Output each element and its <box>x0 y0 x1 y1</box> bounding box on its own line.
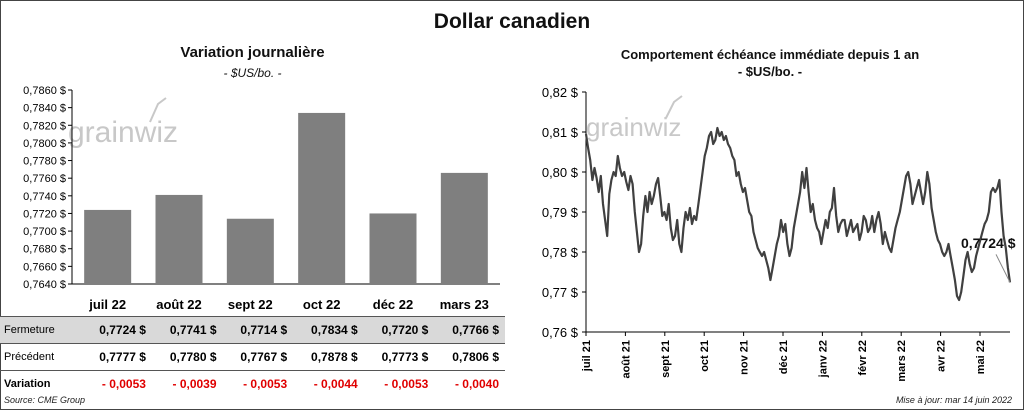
bar <box>369 213 417 284</box>
table-row-fermeture: Fermeture 0,7724 $ 0,7741 $ 0,7714 $ 0,7… <box>0 316 505 344</box>
x-tick-label: oct 22 <box>303 297 341 312</box>
right-chart-unit: - $US/bo. - <box>737 64 803 79</box>
y-tick-label: 0,80 $ <box>542 165 579 180</box>
bar <box>155 194 203 284</box>
bar <box>84 209 132 284</box>
y-tick-label: 0,7820 $ <box>23 120 66 132</box>
y-tick-label: 0,7720 $ <box>23 208 66 220</box>
table-cell: - 0,0044 <box>313 377 358 391</box>
x-tick-label: avr 22 <box>936 340 948 372</box>
x-tick-label: juil 22 <box>88 297 126 312</box>
table-cell: 0,7773 $ <box>363 343 435 371</box>
x-tick-label: août 22 <box>156 297 202 312</box>
x-tick-label: oct 21 <box>699 340 711 372</box>
x-tick-label: août 21 <box>620 340 632 379</box>
values-table: Fermeture 0,7724 $ 0,7741 $ 0,7714 $ 0,7… <box>0 316 505 397</box>
x-tick-label: mars 22 <box>896 340 908 382</box>
page-title: Dollar canadien <box>433 10 591 33</box>
table-cell: 0,7806 $ <box>434 343 505 371</box>
y-tick-label: 0,7700 $ <box>23 226 66 238</box>
table-cell: 0,7766 $ <box>434 316 505 344</box>
table-cell: 0,7720 $ <box>363 316 435 344</box>
table-cell: 0,7724 $ <box>81 316 152 344</box>
updated-note: Mise à jour: mar 14 juin 2022 <box>895 395 1012 405</box>
right-chart-title: Comportement échéance immédiate depuis 1… <box>620 47 920 62</box>
y-tick-label: 0,79 $ <box>542 205 579 220</box>
table-cell: 0,7878 $ <box>293 343 364 371</box>
x-tick-label: mars 23 <box>440 297 489 312</box>
y-tick-label: 0,7860 $ <box>23 85 66 97</box>
y-tick-label: 0,7680 $ <box>23 244 66 256</box>
watermark-mark <box>149 97 167 123</box>
x-tick-label: déc 21 <box>778 340 790 374</box>
x-tick-label: févr 22 <box>857 340 869 375</box>
source-note: Source: CME Group <box>4 395 86 405</box>
table-cell: - 0,0053 <box>243 377 288 391</box>
table-cell: - 0,0053 <box>101 377 146 391</box>
table-row-variation: Variation - 0,0053 - 0,0039 - 0,0053 - 0… <box>0 371 505 398</box>
table-cell: 0,7777 $ <box>81 343 152 371</box>
x-tick-label: déc 22 <box>373 297 413 312</box>
y-tick-label: 0,7740 $ <box>23 191 66 203</box>
y-tick-label: 0,82 $ <box>542 85 579 100</box>
x-tick-label: juil 21 <box>581 340 593 372</box>
left-chart-unit: - $US/bo. - <box>223 66 282 80</box>
x-tick-label: sept 21 <box>660 340 672 378</box>
table-cell: 0,7767 $ <box>222 343 294 371</box>
leader-line <box>995 254 1011 283</box>
bar <box>440 172 488 284</box>
table-row-precedent: Précédent 0,7777 $ 0,7780 $ 0,7767 $ 0,7… <box>0 343 505 371</box>
bar <box>298 112 346 284</box>
y-tick-label: 0,7780 $ <box>23 156 66 168</box>
row-label: Fermeture <box>0 316 82 344</box>
y-tick-label: 0,7800 $ <box>23 138 66 150</box>
table-cell: 0,7780 $ <box>151 343 223 371</box>
x-tick-label: janv 22 <box>817 340 829 378</box>
watermark-mark <box>665 95 683 119</box>
row-label: Précédent <box>0 343 82 371</box>
y-tick-label: 0,76 $ <box>542 325 579 340</box>
y-tick-label: 0,81 $ <box>542 125 579 140</box>
series-line <box>584 126 1012 302</box>
watermark: grainwiz <box>68 116 178 149</box>
table-cell: 0,7714 $ <box>222 316 294 344</box>
y-tick-label: 0,7840 $ <box>23 103 66 115</box>
x-tick-label: sept 22 <box>228 297 273 312</box>
bar <box>226 218 274 284</box>
y-tick-label: 0,7760 $ <box>23 173 66 185</box>
table-cell: 0,7741 $ <box>151 316 223 344</box>
row-label: Variation <box>4 378 51 390</box>
table-cell: - 0,0040 <box>454 377 499 391</box>
table-cell: 0,7834 $ <box>293 316 364 344</box>
left-chart-title: Variation journalière <box>180 44 325 61</box>
x-tick-label: nov 21 <box>739 340 751 375</box>
y-tick-label: 0,7660 $ <box>23 261 66 273</box>
last-value-label: 0,7724 $ <box>961 235 1016 251</box>
bar-chart: grainwiz 0,7640 $ 0,7660 $ 0,7680 $ 0,7700 $… <box>23 85 500 312</box>
table-cell: - 0,0039 <box>172 377 217 391</box>
x-tick-label: mai 22 <box>975 340 987 374</box>
y-tick-label: 0,77 $ <box>542 285 579 300</box>
y-tick-label: 0,78 $ <box>542 245 579 260</box>
y-tick-label: 0,7640 $ <box>23 279 66 291</box>
table-cell: - 0,0053 <box>384 377 429 391</box>
